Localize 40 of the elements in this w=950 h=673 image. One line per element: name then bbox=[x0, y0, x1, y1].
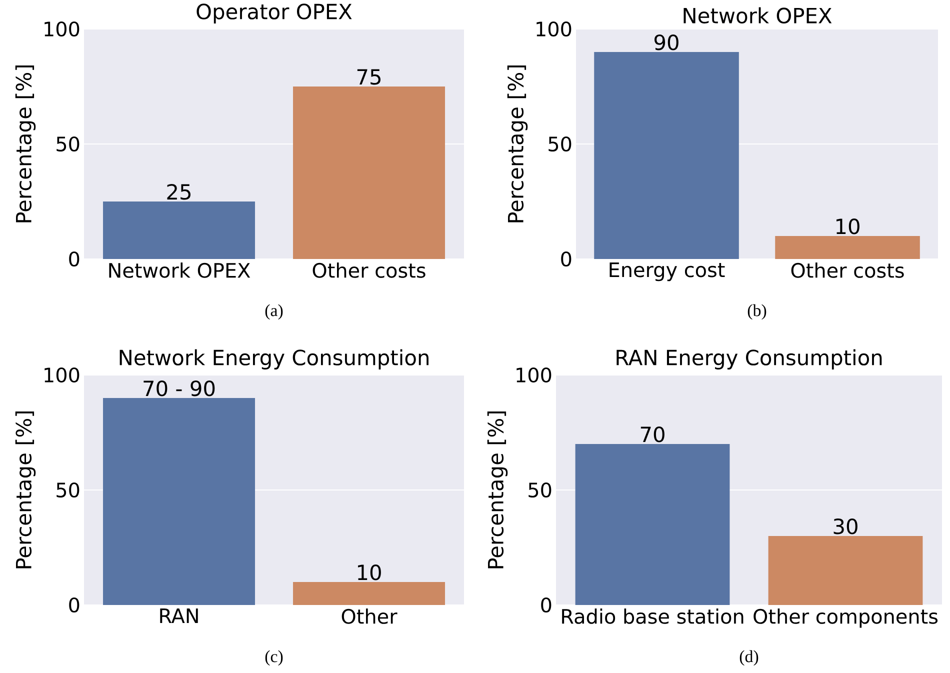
y-tick-label: 100 bbox=[44, 367, 80, 383]
x-tick-label: Other components bbox=[754, 608, 938, 628]
data-label: 10 bbox=[358, 564, 381, 580]
y-axis-title: Percentage [%] bbox=[487, 412, 508, 568]
y-tick-label: 100 bbox=[536, 21, 572, 37]
y-tick-label: 50 bbox=[56, 136, 80, 152]
y-axis-title: Percentage [%] bbox=[15, 412, 36, 568]
y-tick-label: 100 bbox=[516, 367, 552, 383]
y-tick-label: 0 bbox=[69, 597, 80, 613]
text: (c) bbox=[265, 650, 283, 666]
y-tick-label: 0 bbox=[561, 251, 572, 267]
x-tick-label: RAN bbox=[160, 608, 198, 624]
data-label: 25 bbox=[167, 184, 190, 200]
y-tick-label: 0 bbox=[69, 251, 80, 267]
text: (d) bbox=[740, 650, 758, 666]
x-tick-label: Radio base station bbox=[562, 608, 744, 624]
data-label: 70 bbox=[640, 426, 664, 442]
chart-title: Network Energy Consumption bbox=[120, 349, 428, 370]
y-tick-label: 0 bbox=[541, 597, 552, 613]
y-tick-label: 50 bbox=[528, 482, 552, 498]
y-tick-label: 50 bbox=[56, 482, 80, 498]
data-label: 75 bbox=[357, 69, 380, 85]
x-tick-label: Other costs bbox=[312, 262, 426, 278]
data-label: 10 bbox=[836, 218, 860, 234]
x-tick-label: Network OPEX bbox=[109, 262, 250, 278]
x-tick-label: Other bbox=[342, 608, 398, 624]
text: (b) bbox=[748, 304, 766, 320]
chart-title: RAN Energy Consumption bbox=[616, 349, 882, 370]
y-axis-title: Percentage [%] bbox=[15, 66, 36, 222]
annotation: 70 - 90 bbox=[144, 380, 215, 396]
y-tick-label: 100 bbox=[44, 21, 80, 37]
x-tick-label: Energy cost bbox=[610, 262, 725, 282]
data-label: 30 bbox=[834, 518, 858, 534]
data-label: 90 bbox=[654, 34, 678, 50]
text: (a) bbox=[265, 304, 283, 320]
y-tick-label: 50 bbox=[548, 136, 572, 152]
y-axis-title: Percentage [%] bbox=[507, 66, 528, 222]
x-tick-label: Other costs bbox=[791, 262, 904, 278]
chart-title: Network OPEX bbox=[684, 7, 832, 24]
chart-title: Operator OPEX bbox=[196, 4, 352, 24]
